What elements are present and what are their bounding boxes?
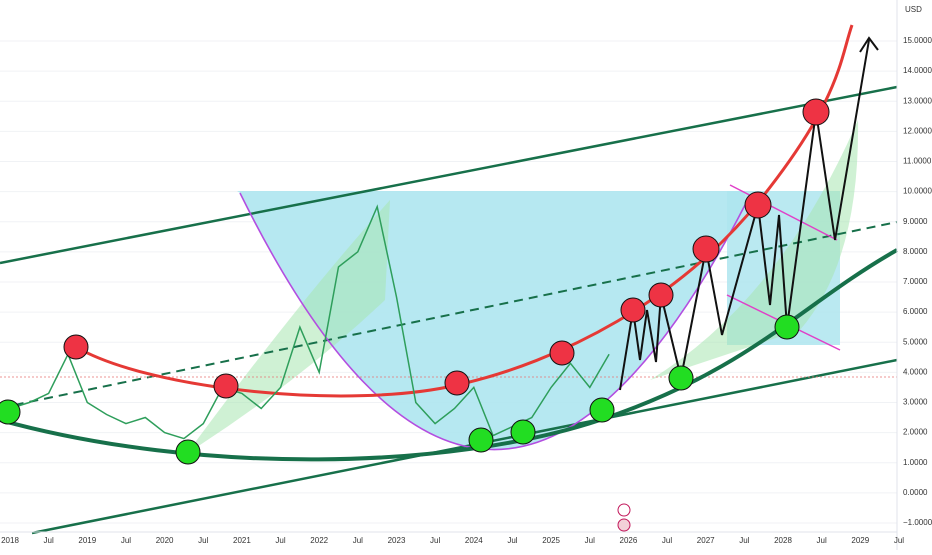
x-tick-label: 2026	[620, 536, 638, 545]
high-marker	[620, 297, 646, 323]
y-tick-label: 15.0000	[903, 36, 932, 45]
x-tick-label: Jul	[739, 536, 749, 545]
parabola	[239, 192, 746, 451]
y-tick-label: 7.0000	[903, 277, 928, 286]
low-marker	[774, 314, 800, 340]
x-tick-label: 2019	[78, 536, 96, 545]
y-tick-label: 10.0000	[903, 187, 932, 196]
x-tick-label: Jul	[662, 536, 672, 545]
low-marker	[468, 427, 494, 453]
x-tick-label: Jul	[198, 536, 208, 545]
y-tick-label: 5.0000	[903, 337, 928, 346]
high-marker	[213, 373, 239, 399]
x-tick-label: 2021	[233, 536, 251, 545]
y-tick-label: 1.0000	[903, 458, 928, 467]
y-tick-label: 2.0000	[903, 428, 928, 437]
low-marker	[668, 365, 694, 391]
x-tick-label: 2029	[851, 536, 869, 545]
x-tick-label: 2028	[774, 536, 792, 545]
high-marker	[648, 282, 674, 308]
y-tick-label: 0.0000	[903, 488, 928, 497]
low-marker	[175, 439, 201, 465]
x-tick-label: Jul	[121, 536, 131, 545]
x-tick-label: Jul	[44, 536, 54, 545]
x-tick-label: 2023	[388, 536, 406, 545]
x-tick-label: Jul	[430, 536, 440, 545]
y-tick-label: 14.0000	[903, 66, 932, 75]
x-tick-label: Jul	[585, 536, 595, 545]
arrow-head	[859, 36, 879, 53]
y-tick-label: 4.0000	[903, 367, 928, 376]
low-marker	[510, 419, 536, 445]
price-series	[9, 204, 610, 440]
x-tick-label: 2024	[465, 536, 483, 545]
x-tick-label: Jul	[817, 536, 827, 545]
y-tick-label: 13.0000	[903, 96, 932, 105]
y-tick-label: 11.0000	[903, 157, 932, 166]
event-icon[interactable]	[617, 503, 631, 517]
flag-line	[729, 184, 838, 241]
x-tick-label: 2018	[1, 536, 19, 545]
projection-path	[619, 39, 870, 391]
markers	[0, 98, 830, 465]
high-marker	[444, 370, 470, 396]
low-marker	[589, 397, 615, 423]
y-tick-label: 6.0000	[903, 307, 928, 316]
high-marker	[549, 340, 575, 366]
x-tick-label: Jul	[353, 536, 363, 545]
price-line	[9, 204, 610, 440]
y-tick-label: 9.0000	[903, 217, 928, 226]
event-icon[interactable]	[617, 518, 631, 532]
x-tick-label: 2022	[310, 536, 328, 545]
low-marker	[0, 399, 21, 425]
high-marker	[692, 235, 720, 263]
currency-label: USD	[905, 5, 922, 14]
x-tick-label: 2025	[542, 536, 560, 545]
x-tick-label: Jul	[894, 536, 904, 545]
y-tick-label: −1.0000	[903, 518, 932, 527]
y-tick-label: 12.0000	[903, 126, 932, 135]
x-tick-label: 2020	[156, 536, 174, 545]
x-tick-label: 2027	[697, 536, 715, 545]
channel-top	[0, 85, 898, 265]
y-tick-label: 8.0000	[903, 247, 928, 256]
x-tick-label: Jul	[507, 536, 517, 545]
green-zone	[650, 120, 859, 380]
x-tick-label: Jul	[275, 536, 285, 545]
high-marker	[63, 334, 89, 360]
high-marker	[802, 98, 830, 126]
y-tick-label: 3.0000	[903, 398, 928, 407]
high-marker	[744, 191, 772, 219]
